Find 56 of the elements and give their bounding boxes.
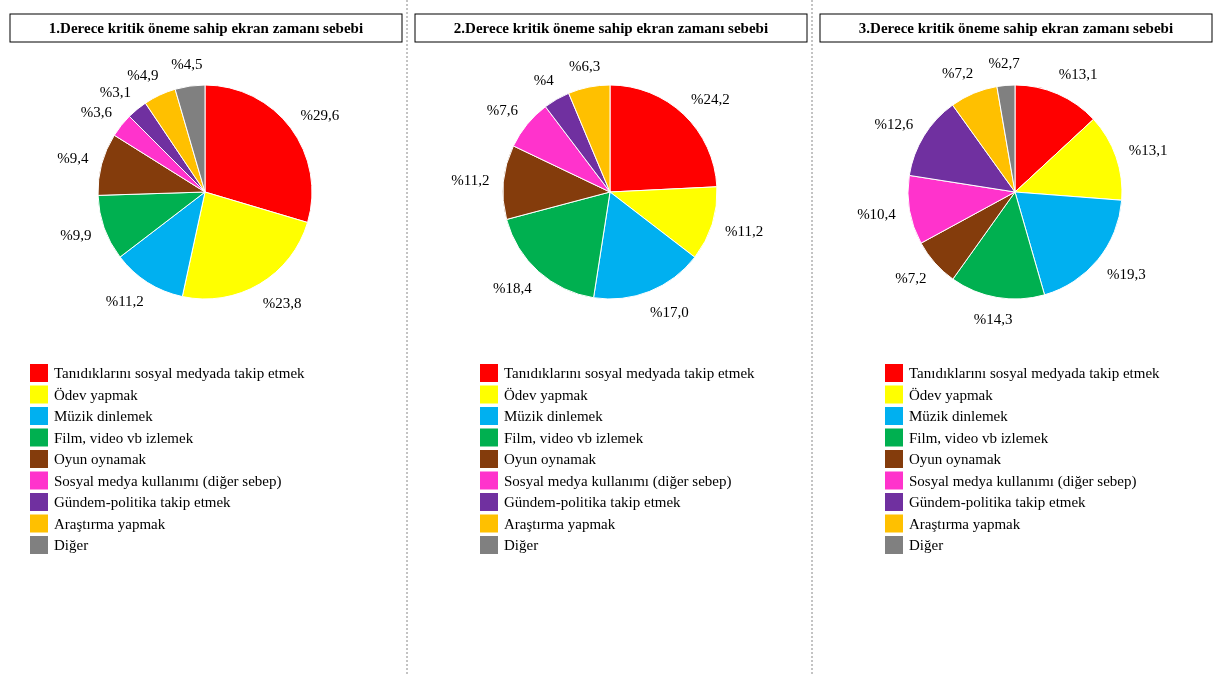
- legend-label: Araştırma yapmak: [54, 515, 166, 532]
- data-label: %6,3: [568, 57, 601, 74]
- legend-label: Ödev yapmak: [54, 386, 139, 403]
- legend-label: Araştırma yapmak: [504, 515, 616, 532]
- legend-label: Ödev yapmak: [504, 386, 589, 403]
- legend-label: Diğer: [504, 537, 539, 553]
- data-label: %11,2: [725, 222, 764, 239]
- data-label: %29,6: [300, 106, 340, 123]
- legend-label: Film, video vb izlemek: [504, 429, 644, 446]
- legend-label: Müzik dinlemek: [909, 408, 1009, 424]
- legend-label: Gündem-politika takip etmek: [909, 494, 1087, 510]
- data-label: %13,1: [1058, 65, 1098, 82]
- data-label: %10,4: [857, 206, 897, 222]
- data-label: %24,2: [690, 90, 730, 107]
- data-label: %7,2: [895, 269, 927, 286]
- data-label: %19,3: [1106, 265, 1146, 282]
- data-label: %7,6: [486, 102, 519, 119]
- data-label: %4,5: [171, 56, 203, 73]
- legend-label: Tanıdıklarını sosyal medyada takip etmek: [504, 365, 756, 381]
- data-label: %7,2: [941, 64, 974, 81]
- legend-label: Tanıdıklarını sosyal medyada takip etmek: [54, 365, 306, 381]
- chart-title: 1.Derece kritik öneme sahip ekran zamanı sebebi: [48, 20, 364, 36]
- data-label: %23,8: [262, 295, 302, 312]
- legend-label: Müzik dinlemek: [504, 408, 604, 424]
- data-label: %4: [533, 72, 555, 89]
- data-label: %12,6: [874, 116, 914, 133]
- legend-label: Araştırma yapmak: [909, 515, 1021, 532]
- legend-label: Oyun oynamak: [909, 451, 1002, 467]
- data-label: %11,2: [451, 172, 490, 189]
- legend-label: Oyun oynamak: [54, 451, 147, 467]
- legend-label: Sosyal medya kullanımı (diğer sebep): [909, 472, 1137, 490]
- legend-label: Sosyal medya kullanımı (diğer sebep): [54, 472, 282, 490]
- data-label: %4,9: [127, 67, 159, 84]
- legend-label: Sosyal medya kullanımı (diğer sebep): [504, 472, 732, 490]
- chart-title: 3.Derece kritik öneme sahip ekran zamanı sebebi: [858, 20, 1174, 36]
- legend-label: Diğer: [909, 537, 944, 553]
- legend-label: Film, video vb izlemek: [54, 429, 194, 446]
- data-label: %9,9: [60, 227, 92, 244]
- data-label: %9,4: [57, 150, 89, 167]
- legend-label: Gündem-politika takip etmek: [504, 494, 682, 510]
- data-label: %18,4: [492, 279, 533, 296]
- data-label: %2,7: [988, 55, 1021, 72]
- legend-label: Oyun oynamak: [504, 451, 597, 467]
- data-label: %3,1: [99, 84, 132, 101]
- data-label: %3,6: [80, 103, 113, 120]
- legend-label: Gündem-politika takip etmek: [54, 494, 232, 510]
- legend-label: Film, video vb izlemek: [909, 429, 1049, 446]
- legend-label: Tanıdıklarını sosyal medyada takip etmek: [909, 365, 1161, 381]
- legend-label: Müzik dinlemek: [54, 408, 154, 424]
- chart-title: 2.Derece kritik öneme sahip ekran zamanı sebebi: [453, 20, 769, 36]
- data-label: %17,0: [649, 303, 689, 320]
- legend-label: Ödev yapmak: [909, 386, 994, 403]
- legend-label: Diğer: [54, 537, 89, 553]
- data-label: %13,1: [1128, 141, 1168, 158]
- data-label: %11,2: [105, 292, 144, 309]
- data-label: %14,3: [973, 311, 1013, 328]
